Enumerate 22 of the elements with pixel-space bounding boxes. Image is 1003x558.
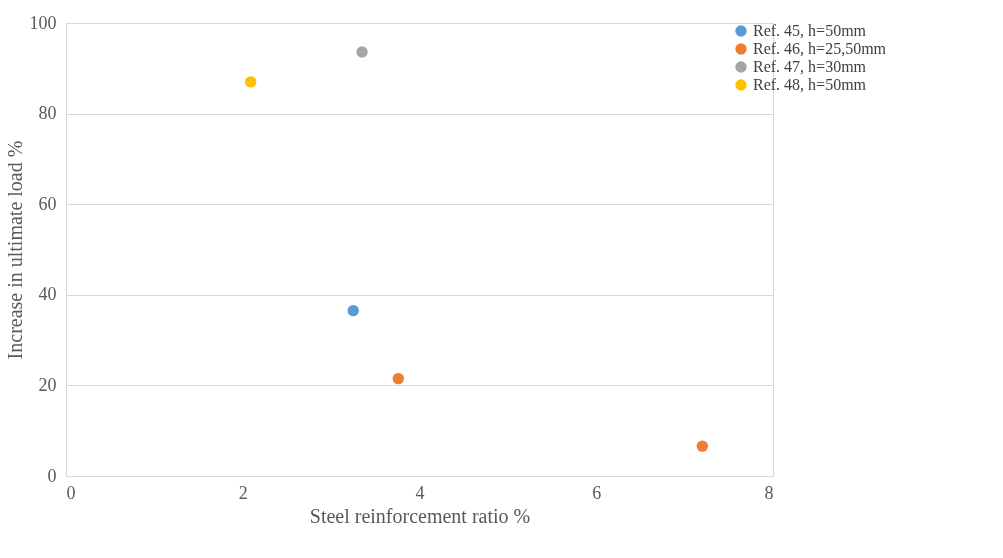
point (356, 46, 368, 58)
point (347, 304, 359, 317)
point (696, 440, 708, 452)
legend-label: Ref. 46, h=25,50mm (753, 40, 887, 57)
x-tick-label: 0 (66, 482, 76, 503)
legend-label: Ref. 48, h=50mm (753, 76, 867, 93)
legend-label: Ref. 47, h=30mm (753, 58, 867, 75)
x-tick-label: 2 (238, 482, 248, 503)
x-tick-label: 4 (415, 482, 425, 503)
point (245, 76, 257, 88)
y-tick-label: 0 (47, 465, 57, 486)
x-axis-title: Steel reinforcement ratio % (309, 504, 531, 527)
y-tick-label: 20 (38, 374, 57, 395)
y-tick-label: 60 (38, 193, 57, 214)
y-axis-title: Increase in ultimate load % (3, 140, 26, 360)
point (392, 372, 404, 385)
y-tick-label: 100 (29, 12, 57, 33)
x-tick-label: 8 (764, 482, 774, 503)
y-tick-label: 80 (38, 103, 57, 124)
x-tick-label: 6 (592, 482, 602, 503)
legend-label: Ref. 45, h=50mm (753, 22, 867, 39)
y-tick-label: 40 (38, 284, 57, 305)
